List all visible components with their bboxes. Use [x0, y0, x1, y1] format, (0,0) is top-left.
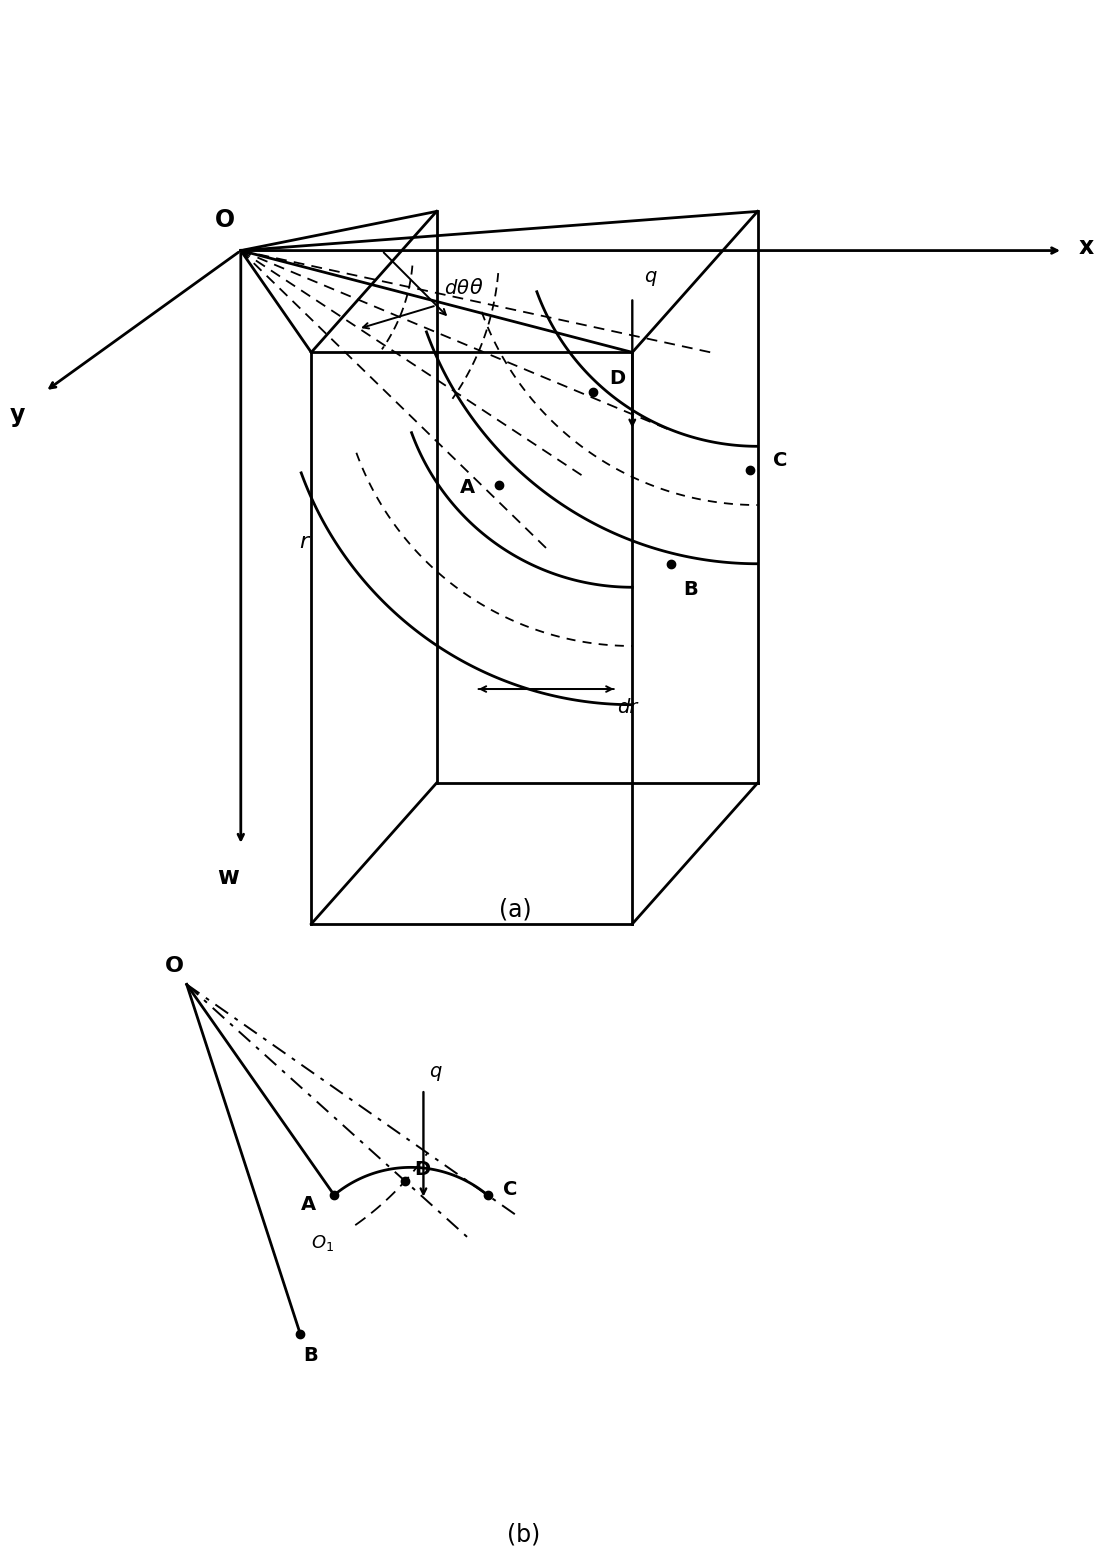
Text: O: O: [215, 208, 235, 232]
Text: w: w: [217, 864, 239, 889]
Text: A: A: [300, 1195, 316, 1214]
Text: B: B: [304, 1347, 318, 1366]
Text: x: x: [1078, 235, 1094, 258]
Text: (b): (b): [506, 1522, 540, 1547]
Text: $\theta$: $\theta$: [469, 277, 483, 298]
Text: C: C: [773, 451, 788, 470]
Text: r: r: [299, 532, 308, 553]
Text: q: q: [430, 1062, 442, 1081]
Text: A: A: [460, 478, 475, 498]
Text: B: B: [684, 579, 698, 600]
Text: (a): (a): [499, 897, 531, 921]
Text: $d\theta$: $d\theta$: [444, 279, 470, 298]
Text: q: q: [644, 266, 656, 287]
Text: C: C: [503, 1181, 517, 1200]
Text: dr: dr: [617, 697, 637, 717]
Text: D: D: [608, 368, 625, 388]
Text: D: D: [414, 1160, 430, 1179]
Text: O: O: [165, 957, 184, 976]
Text: y: y: [10, 402, 25, 428]
Text: $O_1$: $O_1$: [310, 1232, 334, 1253]
